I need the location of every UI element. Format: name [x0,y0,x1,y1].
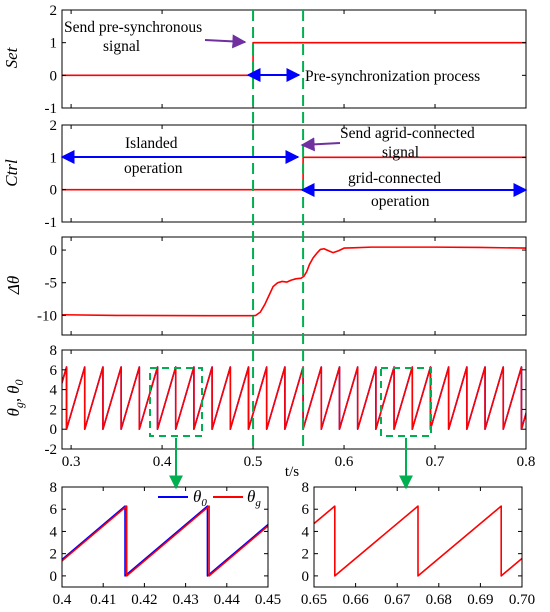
zoom1-xtick-label: 0.45 [255,592,281,608]
zoom2-xtick-label: 0.66 [342,592,369,608]
set-ytick-label: 1 [50,36,58,52]
zoom1-plot-area [62,505,268,577]
send-pre-sync-label-line2: signal [103,38,140,55]
theta-ytick-label: 8 [50,343,58,359]
zoom2-frame [313,486,523,588]
zoom1-xtick-label: 0.41 [90,592,116,608]
zoom1-xtick-label: 0.43 [172,592,198,608]
set-frame [61,9,527,109]
theta-xtick-label: 0.7 [426,454,445,470]
zoom2-ytick-label: 4 [302,524,310,540]
event-vertical-lines [252,10,305,449]
zoom1-xtick-label: 0.42 [131,592,157,608]
zoom2-ytick-label: 0 [302,569,310,585]
grid-connected-label-line2: operation [371,193,430,210]
theta-ytick-label: 0 [50,422,58,438]
ctrl-frame [61,124,527,223]
send-grid-label-line2: signal [382,144,419,161]
zoom-box-2 [380,367,432,437]
set-ytick-label: 0 [50,68,58,84]
zoom1-ytick-label: 4 [50,524,58,540]
theta-xtick-label: 0.3 [62,454,81,470]
set-panel: -1 0 1 2 [45,3,527,117]
zoom1-ytick-label: 8 [50,480,58,496]
zoom1-ytick-label: 0 [50,569,58,585]
grid-connected-label-line1: grid-connected [348,170,441,187]
send-pre-sync-arrow [204,34,247,49]
islanded-label-line1: Islanded [125,135,178,152]
theta-xtick-label: 0.5 [244,454,263,470]
ctrl-ytick-label: 0 [50,183,58,199]
x-axis-label: t/s [285,464,299,480]
send-grid-label-line1: Send agrid-connected [340,125,475,142]
ctrl-ytick-label: 1 [50,150,58,166]
theta-ytick-label: -2 [45,442,58,458]
zoom1-series-θg-line [62,505,268,577]
dtheta-ytick-label: -5 [45,276,58,292]
legend-thetag-label: θg [247,487,261,509]
zoom2-plot-area [314,505,522,577]
pre-sync-process-label: Pre-synchronization process [305,68,480,85]
theta-xtick-label: 0.8 [517,454,536,470]
islanded-label-line2: operation [124,160,183,177]
dtheta-ytick-label: -10 [37,308,57,324]
theta-frame [61,349,527,450]
zoom2-xtick-label: 0.70 [509,592,535,608]
theta-ytick-label: 2 [50,402,58,418]
send-grid-arrow [300,137,341,152]
dtheta-frame [61,236,527,336]
theta-xtick-label: 0.6 [335,454,354,470]
zoom1-ytick-label: 2 [50,547,58,563]
zoom1-series-θ0-line [62,505,268,577]
dtheta-plot-area [62,246,526,317]
theta-ytick-label: 4 [50,383,58,399]
zoom2-xtick-label: 0.67 [384,592,411,608]
zoom1-xtick-label: 0.44 [214,592,241,608]
zoom-box-1 [149,367,203,437]
send-pre-sync-label-line1: Send pre-synchronous [64,19,202,36]
zoom1-ytick-label: 6 [50,502,58,518]
legend-theta0-label: θ0 [193,487,207,509]
theta-ytick-label: 6 [50,363,58,379]
theta-panel: -2 0 2 4 6 8 0.3 0.4 0.5 0.6 0.7 0.8 [45,343,536,470]
zoom2-xtick-label: 0.69 [467,592,493,608]
set-ytick-label: 2 [50,3,58,19]
dtheta-ytick-label: 0 [50,243,58,259]
set-series-0-line [62,41,526,77]
delta-theta-ylabel: Δθ [4,276,23,295]
delta-theta-panel: -10 -5 0 [37,236,527,336]
zoom2-ytick-label: 2 [302,547,310,563]
set-ylabel: Set [2,46,21,68]
zoom2-ytick-label: 8 [302,480,310,496]
zoom2-ytick-label: 6 [302,502,310,518]
zoom2-xtick-label: 0.68 [426,592,452,608]
ctrl-ylabel: Ctrl [2,159,21,187]
set-plot-area [62,41,526,77]
zoom2-xtick-label: 0.65 [301,592,327,608]
theta-ylabel: θg,θ0 [4,380,26,417]
zoom-panel-1: 0 2 4 6 8 0.4 0.41 0.42 0.43 0.44 0.45 [50,480,282,608]
theta-xtick-label: 0.4 [153,454,172,470]
zoom-panel-2: 0 2 4 6 8 0.65 0.66 0.67 0.68 0.69 0.70 [301,480,535,608]
theta-series-θg-line [62,366,526,430]
zoom1-legend: θ0 θg [158,487,261,509]
set-ytick-label: -1 [45,101,58,117]
ctrl-ytick-label: -1 [45,215,58,231]
zoom1-frame [61,486,269,588]
zoom2-series-θg-line [314,505,522,577]
theta-plot-area [62,366,526,430]
zoom1-xtick-label: 0.4 [53,592,72,608]
dtheta-series-0-line [62,246,526,317]
ctrl-ytick-label: 2 [50,118,58,134]
